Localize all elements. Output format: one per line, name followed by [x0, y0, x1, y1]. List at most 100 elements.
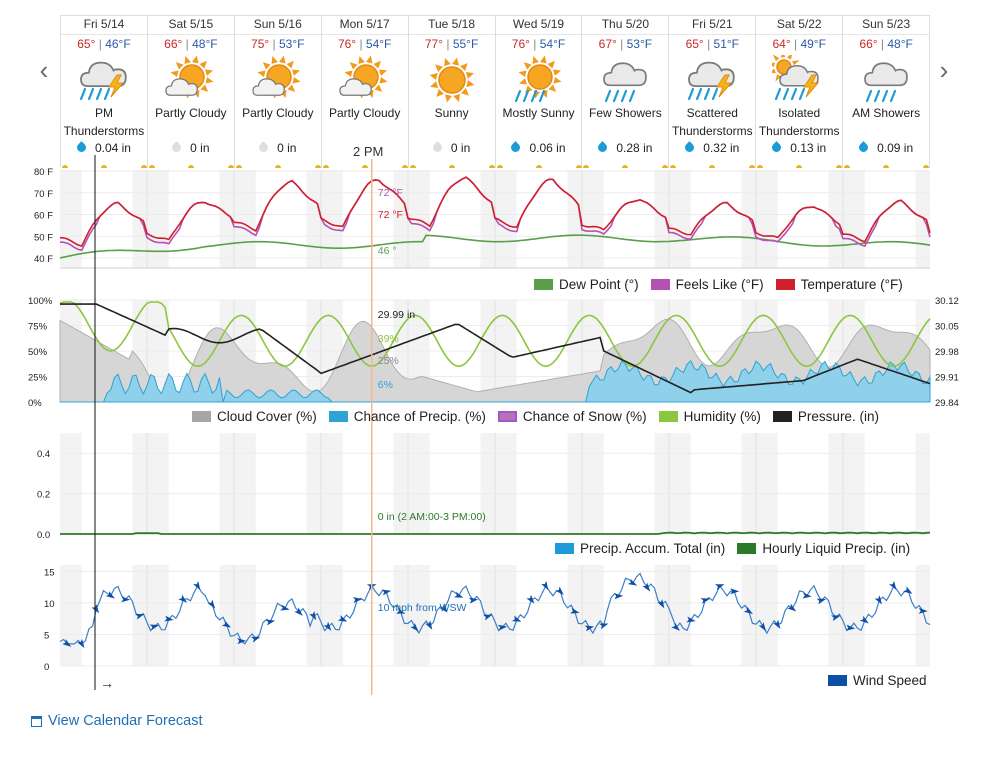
wind-direction-arrow: [250, 636, 261, 643]
wind-direction-arrow: [846, 624, 856, 631]
day-precip: 0.09 in: [843, 140, 929, 156]
next-days-arrow[interactable]: ›: [939, 55, 949, 85]
day-temps: 66° | 48°F: [148, 36, 234, 52]
legend-precip-accum[interactable]: Precip. Accum. Total (in): [555, 541, 725, 556]
high-temp: 77°: [424, 37, 444, 51]
day-precip: 0 in: [235, 140, 321, 156]
wind-direction-arrow: [425, 620, 433, 630]
low-temp: 49°F: [800, 37, 826, 51]
wind-direction-arrow: [91, 604, 100, 614]
wind-direction-arrow: [671, 622, 681, 631]
wind-direction-arrow: [352, 597, 363, 604]
wind-readout: 10 mph from WSW: [378, 602, 467, 614]
high-temp: 66°: [859, 37, 878, 51]
night-band: [393, 433, 430, 534]
legend-cloud-cover[interactable]: Cloud Cover (%): [192, 409, 317, 424]
day-temps: 77° | 55°F: [409, 36, 495, 52]
wind-direction-arrow: [743, 606, 753, 614]
sunrise-sunset-markers: [669, 162, 756, 168]
day-precip: 0.06 in: [496, 140, 582, 156]
day-column[interactable]: Sun 5/23 66° | 48°F AM Showers 0.09 in: [843, 16, 931, 168]
wind-direction-arrow: [280, 604, 290, 611]
legend-chance-precip[interactable]: Chance of Precip. (%): [328, 409, 486, 424]
day-date: Fri 5/21: [669, 16, 756, 35]
wind-direction-arrow: [874, 595, 882, 605]
day-condition: Partly Cloudy: [328, 106, 401, 120]
y-tick-label: 75%: [28, 322, 48, 333]
y-tick-label: 60 F: [34, 211, 53, 222]
day-date: Fri 5/14: [61, 16, 147, 35]
night-band: [132, 170, 169, 268]
y-tick-label: 10: [44, 599, 55, 610]
legend-wind-speed[interactable]: Wind Speed: [828, 673, 927, 688]
previous-days-arrow[interactable]: ‹: [39, 55, 49, 85]
partly-cloudy-icon: [339, 55, 388, 99]
day-column[interactable]: Fri 5/21 65° | 51°F Scattered Thunderstorm…: [669, 16, 757, 168]
y-tick-label: 0.2: [37, 490, 50, 501]
night-band: [741, 170, 778, 268]
sunrise-sunset-markers: [496, 162, 582, 168]
legend-feels-like[interactable]: Feels Like (°F): [650, 277, 764, 292]
pressure-readout: 29.99 in: [378, 309, 416, 321]
view-calendar-forecast-link[interactable]: View Calendar Forecast: [31, 713, 202, 729]
day-precip: 0 in: [148, 140, 234, 156]
day-column[interactable]: Fri 5/14 65° | 46°F PM Thunderstorms 0.04 i…: [61, 16, 148, 168]
legend-temperature[interactable]: Temperature (°F): [775, 277, 903, 292]
legend-label: Feels Like (°F): [675, 277, 764, 292]
y-tick-label-right: 29.84: [935, 398, 959, 409]
legend-pressure[interactable]: Pressure. (in): [772, 409, 879, 424]
pressure-swatch: [772, 411, 792, 422]
low-temp: 54°F: [365, 37, 392, 51]
wind-direction-arrow: [178, 594, 188, 603]
day-temps: 67° | 53°F: [582, 36, 668, 52]
legend-label: Precip. Accum. Total (in): [580, 541, 726, 556]
legend-chance-snow[interactable]: Chance of Snow (%): [497, 409, 647, 424]
y-tick-label: 70 F: [34, 189, 53, 200]
temp-separator: |: [443, 37, 453, 51]
wind-direction-arrow: [294, 607, 303, 616]
legend-label: Pressure. (in): [797, 409, 879, 424]
legend-hourly-liquid[interactable]: Hourly Liquid Precip. (in): [737, 541, 910, 556]
wind-direction-arrow: [62, 639, 72, 647]
wind-direction-arrow: [787, 603, 797, 612]
day-date: Sun 5/23: [843, 16, 930, 35]
day-column[interactable]: Sat 5/15 66° | 48°F Partly Cloudy 0 in: [147, 16, 235, 168]
day-column[interactable]: Thu 5/20 67° | 53°F Few Showers 0.28 in: [582, 16, 670, 168]
day-column[interactable]: Wed 5/19 76° | 54°F Mostly Sunny 0.06 in: [495, 16, 583, 168]
sunrise-sunset-markers: [843, 162, 930, 168]
wind-direction-arrow: [903, 586, 913, 594]
high-temp: 65°: [685, 37, 704, 51]
temp-separator: |: [790, 37, 801, 51]
legend-dew-point[interactable]: Dew Point (°): [534, 277, 639, 292]
wind-direction-arrow: [700, 598, 711, 604]
chance-precip-readout: 6%: [378, 379, 393, 391]
current-time-label: 2 PM: [353, 144, 384, 159]
y-tick-label: 80 F: [34, 167, 53, 178]
wind-direction-arrow: [918, 607, 928, 614]
temp-separator: |: [182, 37, 193, 51]
day-column[interactable]: Sun 5/16 75° | 53°F Partly Cloudy 0 in: [234, 16, 322, 168]
thunderstorm-icon: [79, 61, 127, 101]
calendar-icon: [31, 715, 42, 727]
legend-humidity[interactable]: Humidity (%): [658, 409, 761, 424]
y-tick-label-right: 30.12: [935, 296, 959, 307]
high-temp: 65°: [77, 37, 96, 51]
temperature-legend: Dew Point (°) Feels Like (°F) Temperatur…: [522, 277, 903, 292]
day-temps: 75° | 53°F: [235, 36, 321, 52]
night-band: [828, 170, 865, 268]
y-tick-label-right: 30.05: [935, 322, 959, 333]
temp-separator: |: [616, 37, 627, 51]
day-column[interactable]: Sat 5/22 64° | 49°F Isolated Thunderstorms…: [756, 16, 844, 168]
legend-label: Cloud Cover (%): [217, 409, 317, 424]
day-condition: Few Showers: [589, 106, 662, 120]
day-date: Mon 5/17: [321, 16, 408, 35]
night-band: [219, 433, 256, 534]
wind-direction-arrow: [77, 638, 85, 649]
day-column[interactable]: Mon 5/17 76° | 54°F Partly Cloudy: [321, 16, 409, 168]
low-temp: 53°F: [626, 37, 653, 51]
night-band: [654, 170, 691, 268]
precip-amount: 0.04 in: [94, 141, 131, 155]
day-column[interactable]: Tue 5/18 77° | 55°F Sunny 0 in: [408, 16, 496, 168]
night-band: [60, 565, 82, 666]
y-tick-label: 0: [44, 662, 49, 673]
